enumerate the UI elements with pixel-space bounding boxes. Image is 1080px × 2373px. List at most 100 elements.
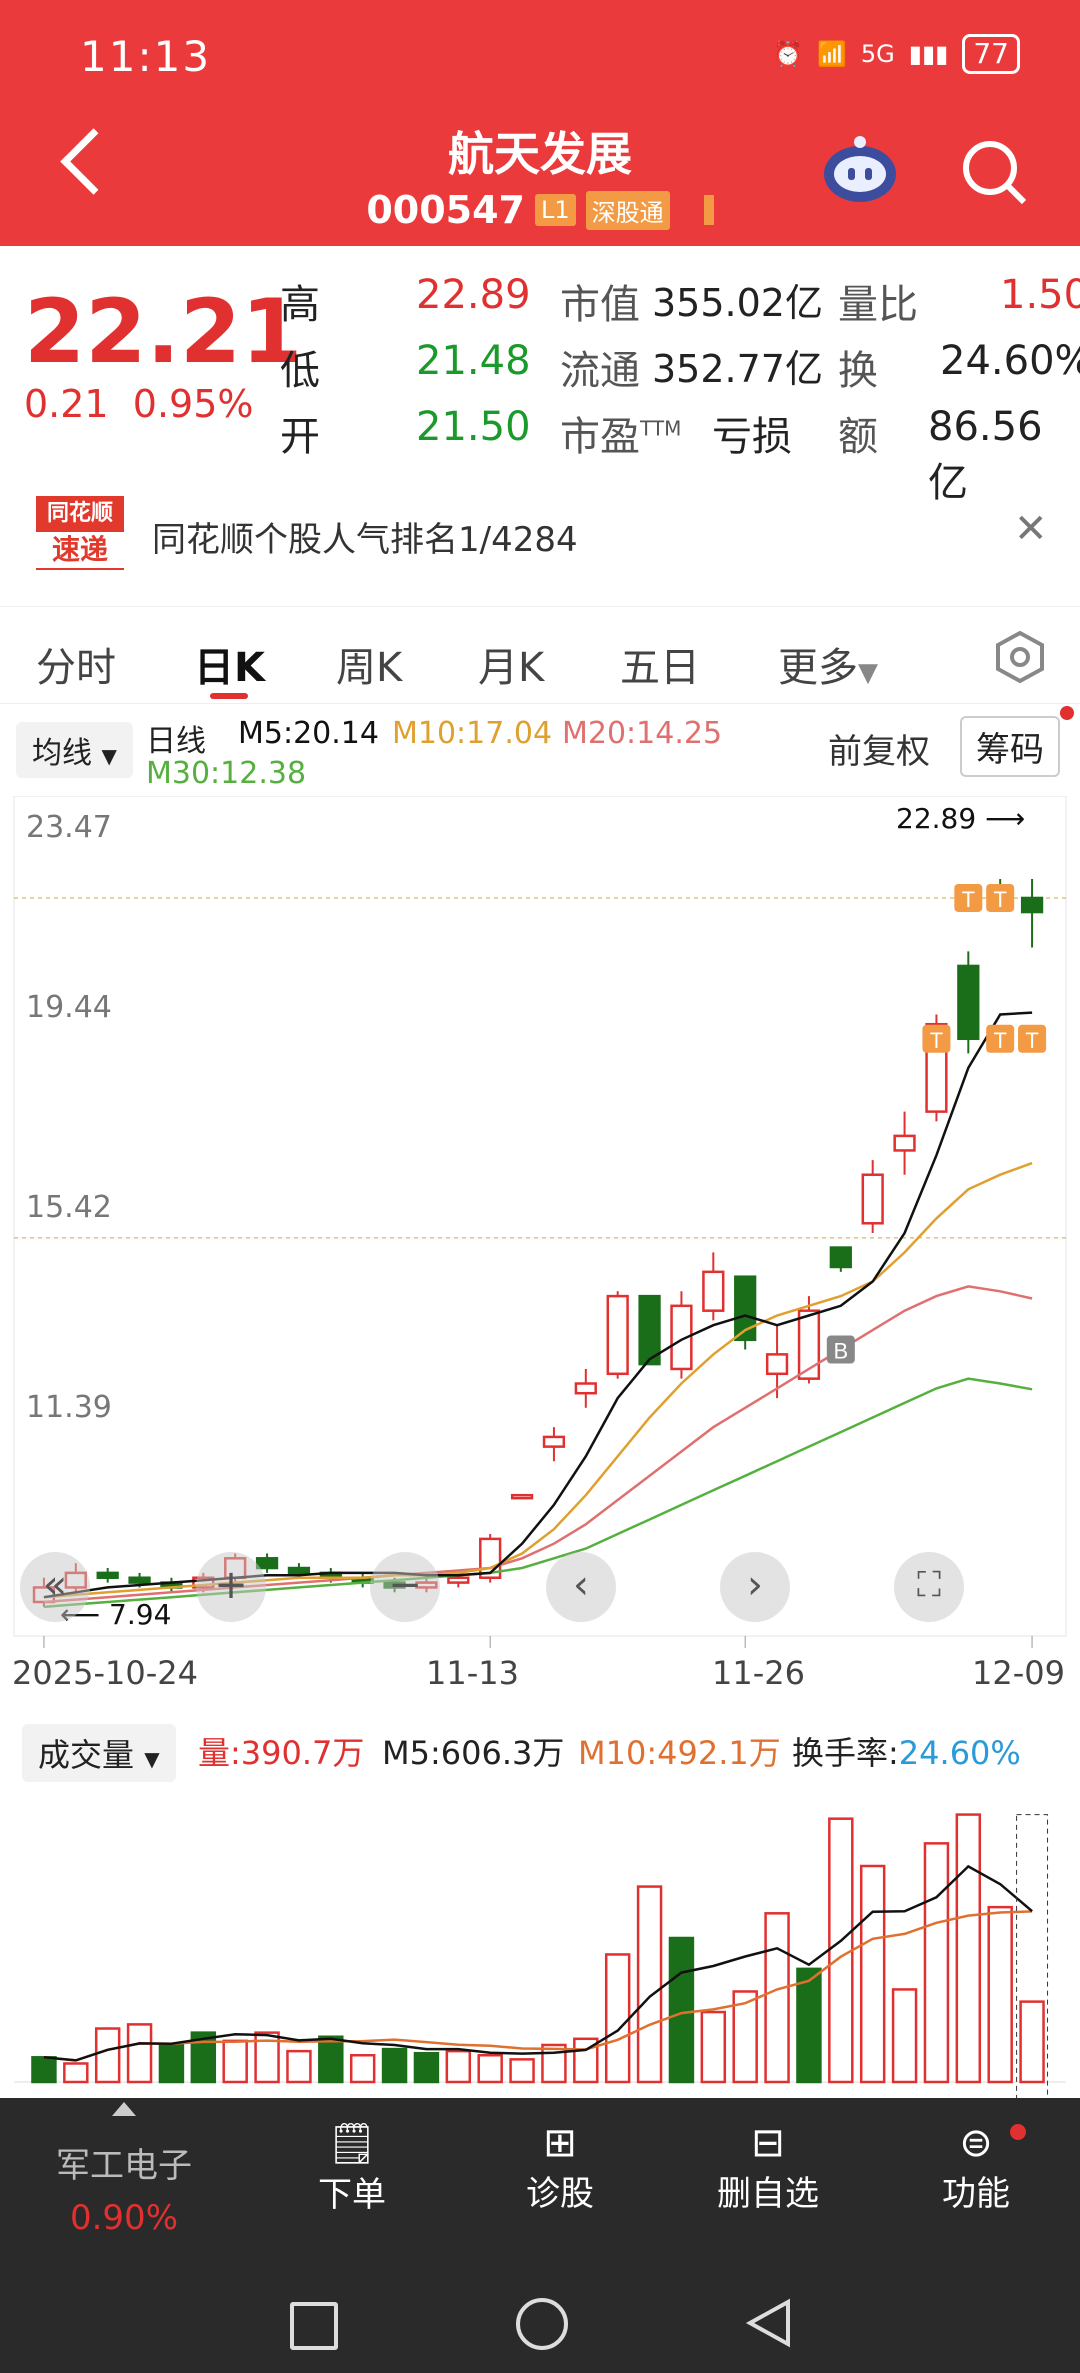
- volume-chart[interactable]: [0, 1780, 1080, 2098]
- ma10-value: M10:17.04: [392, 716, 553, 751]
- pe-label-text: 市盈: [560, 414, 640, 460]
- battery-indicator: 77: [962, 34, 1020, 74]
- candle-body: [255, 1557, 279, 1570]
- high-label: 高: [280, 282, 320, 328]
- back-nav-icon[interactable]: [744, 2298, 794, 2348]
- high-value: 22.89: [416, 272, 531, 318]
- dropdown-icon: ▼: [144, 1747, 160, 1771]
- candle-body: [510, 1493, 534, 1500]
- y-label-2: 15.42: [26, 1190, 112, 1225]
- volume-bar: [1019, 2000, 1045, 2084]
- scroll-left-icon[interactable]: ‹: [546, 1552, 616, 1622]
- t-marker: [1018, 1024, 1047, 1053]
- max-price-text: 22.89: [896, 802, 977, 835]
- popularity-text: 同花顺个股人气排名1/4284: [152, 520, 578, 560]
- home-icon[interactable]: [516, 2298, 568, 2350]
- expand-up-icon[interactable]: [112, 2102, 136, 2116]
- low-value: 21.48: [416, 338, 531, 384]
- ma-selector-label: 均线: [32, 736, 92, 771]
- tab-five-day[interactable]: 五日: [620, 645, 700, 691]
- pe-sup: TTM: [640, 416, 682, 441]
- volume-bar: [286, 2049, 312, 2084]
- tab-intraday[interactable]: 分时: [36, 645, 116, 691]
- turnover-value: 24.60%: [898, 1734, 1021, 1772]
- volume-m10-line: [43, 1910, 1033, 2062]
- float-value: 352.77亿: [652, 347, 823, 391]
- period-tabs: 分时 日K 周K 月K 五日 更多▼: [0, 606, 1080, 704]
- min-price-text: 7.94: [109, 1598, 172, 1631]
- status-icons: ⏰ 📶 5G ▮▮▮ 77: [773, 34, 1020, 74]
- price-change: 0.21 0.95%: [24, 382, 254, 426]
- robot-assistant-icon[interactable]: [820, 130, 900, 210]
- x-label-1: 11-13: [426, 1654, 519, 1692]
- function-button[interactable]: ⊜ 功能: [896, 2120, 1056, 2215]
- volume-bar: [636, 1885, 663, 2084]
- candle-body: [957, 964, 980, 1041]
- b-marker-label: B: [833, 1339, 848, 1364]
- candle-body: [670, 1304, 693, 1371]
- volume-bar: [94, 2027, 121, 2084]
- volume-bar: [254, 2031, 280, 2084]
- function-label: 功能: [942, 2174, 1010, 2214]
- t-marker-label: T: [962, 887, 975, 912]
- diagnose-button[interactable]: ⊞ 诊股: [480, 2120, 640, 2215]
- bottom-toolbar: 军工电子 0.90% 🗒 下单 ⊞ 诊股 ⊟ 删自选 ⊜ 功能: [0, 2098, 1080, 2268]
- tab-weekly-k[interactable]: 周K: [336, 645, 403, 691]
- pe-label: 市盈TTM: [560, 404, 681, 462]
- ma30-line: [43, 1377, 1033, 1609]
- open-value: 21.50: [416, 404, 531, 450]
- remove-watchlist-button[interactable]: ⊟ 删自选: [688, 2120, 848, 2215]
- level-badge: L1: [535, 194, 576, 226]
- kline-chart[interactable]: TTT TTB: [0, 796, 1080, 1716]
- extra-badge: [703, 195, 714, 225]
- fullscreen-icon[interactable]: ⛶: [894, 1552, 964, 1622]
- vr-label: 量比: [838, 282, 918, 328]
- alarm-icon: ⏰: [773, 40, 803, 68]
- adjust-selector[interactable]: 前复权: [828, 732, 930, 772]
- zoom-in-icon[interactable]: +: [196, 1552, 266, 1622]
- candle-body: [829, 1246, 852, 1269]
- chips-button[interactable]: 筹码: [960, 716, 1060, 777]
- order-button[interactable]: 🗒 下单: [272, 2120, 432, 2216]
- tab-more[interactable]: 更多▼: [778, 635, 878, 693]
- volume-bar: [63, 2062, 89, 2084]
- remove-label: 删自选: [717, 2174, 819, 2214]
- scroll-left-fast-icon[interactable]: «: [20, 1552, 90, 1622]
- logo-bottom: 速递: [36, 532, 124, 568]
- sector-name[interactable]: 军工电子: [56, 2146, 192, 2186]
- low-label: 低: [280, 348, 320, 394]
- volume-bar: [764, 1912, 790, 2084]
- current-price: 22.21: [24, 280, 303, 383]
- ma20-value: M20:14.25: [562, 716, 723, 751]
- settings-hexagon-icon[interactable]: [992, 629, 1048, 685]
- candle-body: [606, 1294, 629, 1376]
- volume-selector[interactable]: 成交量 ▼: [22, 1724, 176, 1782]
- volume-bar: [955, 1813, 982, 2084]
- change-percent: 0.95%: [132, 382, 254, 426]
- candle-body: [797, 1309, 821, 1380]
- stock-name: 航天发展: [448, 127, 632, 181]
- search-icon[interactable]: [960, 138, 1030, 208]
- close-icon[interactable]: ✕: [1014, 506, 1048, 552]
- remove-icon: ⊟: [751, 2120, 785, 2166]
- top-header: 11:13 ⏰ 📶 5G ▮▮▮ 77 航天发展 000547 L1 深股通: [0, 0, 1080, 246]
- amt-label: 额: [838, 414, 878, 460]
- popularity-banner[interactable]: 同花顺 速递 同花顺个股人气排名1/4284 ✕: [0, 478, 1080, 588]
- turn-label: 换: [838, 348, 878, 394]
- connect-badge: 深股通: [585, 190, 670, 230]
- ma-selector[interactable]: 均线 ▼: [16, 722, 133, 778]
- tab-daily-k[interactable]: 日K: [194, 645, 265, 691]
- candle-body: [96, 1571, 119, 1579]
- t-marker-label: T: [993, 887, 1006, 912]
- dropdown-icon: ▼: [858, 658, 878, 688]
- order-label: 下单: [318, 2175, 386, 2215]
- t-marker-label: T: [930, 1028, 943, 1053]
- order-icon: 🗒: [326, 2121, 378, 2167]
- zoom-out-icon[interactable]: −: [370, 1552, 440, 1622]
- menu-icon: ⊜: [959, 2120, 993, 2166]
- recent-apps-icon[interactable]: [290, 2302, 338, 2350]
- volume-bar: [190, 2031, 217, 2084]
- tab-monthly-k[interactable]: 月K: [478, 645, 545, 691]
- scroll-right-icon[interactable]: ›: [720, 1552, 790, 1622]
- change-value: 0.21: [24, 382, 109, 426]
